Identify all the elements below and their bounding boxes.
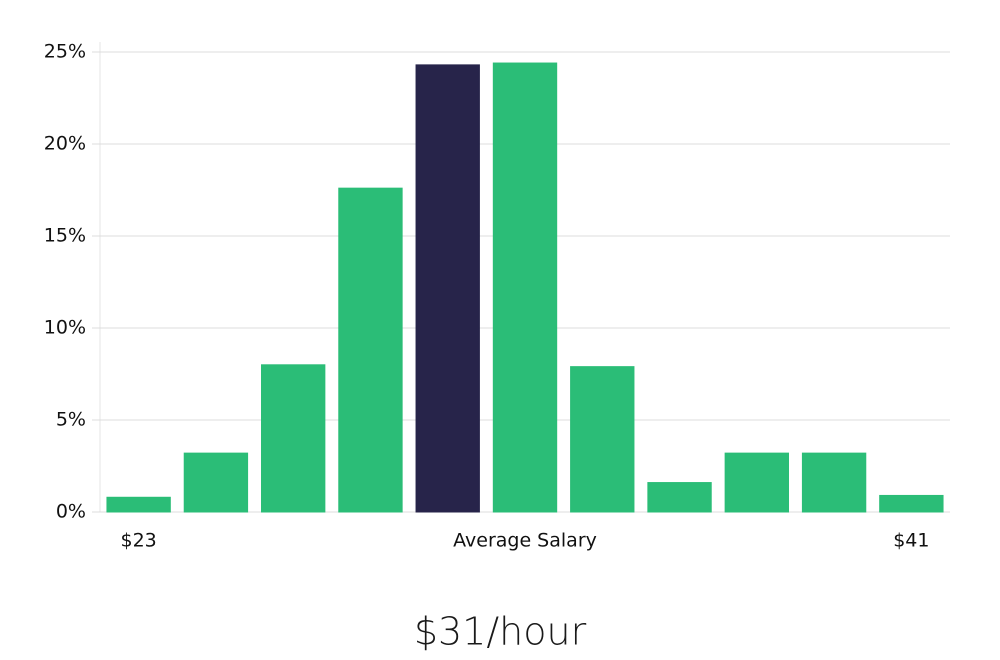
bar	[801, 452, 867, 513]
y-tick-label: 10%	[44, 317, 86, 339]
bar	[106, 496, 171, 513]
x-axis-label: Average Salary	[453, 530, 597, 552]
bar	[492, 62, 558, 513]
y-tick-label: 15%	[44, 225, 86, 247]
y-tick-label: 5%	[56, 409, 86, 431]
bar	[338, 187, 403, 513]
bar	[879, 494, 944, 513]
bar	[724, 452, 789, 513]
x-tick-label: $23	[121, 530, 157, 552]
bar	[647, 482, 712, 513]
y-tick-label: 25%	[44, 41, 86, 63]
footer-salary: $31/hour	[414, 610, 587, 654]
y-tick-label: 0%	[56, 501, 86, 523]
y-tick-label: 20%	[44, 133, 86, 155]
bar	[415, 64, 480, 513]
bar	[570, 366, 635, 513]
bar	[261, 364, 326, 513]
x-tick-label: $41	[893, 530, 929, 552]
bar	[183, 452, 249, 513]
